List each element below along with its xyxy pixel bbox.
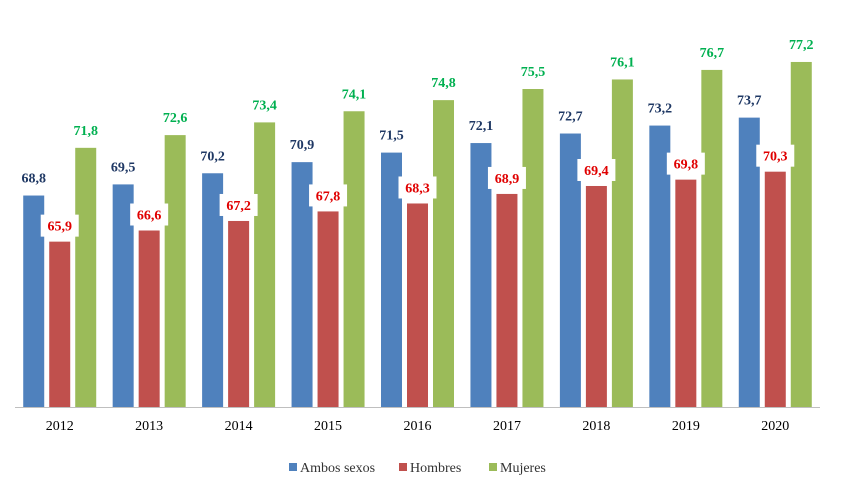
legend-swatch	[289, 463, 297, 471]
data-label: 71,8	[73, 124, 98, 139]
bar-2-2020	[790, 61, 812, 407]
bar-2-2016	[433, 100, 454, 407]
x-tick-label: 2020	[761, 419, 789, 434]
data-label: 74,8	[431, 76, 456, 91]
data-label: 65,9	[47, 220, 72, 235]
bar-2-2019	[701, 69, 723, 408]
legend-label: Hombres	[410, 461, 461, 476]
x-tick-label: 2015	[314, 419, 342, 434]
data-labels: 68,8 65,9 71,8 69,5 66,6 72,6 70,2 67,2 73,4 70,9…	[21, 38, 814, 237]
x-tick-label: 2017	[493, 419, 521, 434]
bar-2-2018	[611, 79, 633, 408]
data-label: 70,3	[763, 150, 788, 165]
legend: Ambos sexos Hombres Mujeres	[289, 461, 546, 476]
bar-0-2020	[738, 117, 760, 408]
x-tick-label: 2016	[404, 419, 432, 434]
legend-swatch	[399, 463, 407, 471]
data-label: 68,8	[21, 172, 46, 187]
bar-1-2017	[496, 193, 518, 407]
bar-0-2017	[470, 143, 492, 407]
data-label: 67,2	[226, 199, 251, 214]
data-label: 76,7	[700, 46, 725, 61]
bar-0-2015	[291, 162, 313, 407]
label-background	[666, 152, 705, 175]
data-label: 72,6	[163, 111, 188, 126]
bar-1-2013	[138, 230, 160, 407]
bar-2-2014	[254, 122, 276, 407]
bars-layer	[23, 61, 812, 408]
data-label: 69,8	[674, 158, 699, 173]
x-tick-label: 2019	[672, 419, 700, 434]
bar-1-2020	[764, 171, 786, 407]
data-label: 72,1	[469, 119, 494, 134]
data-label: 74,1	[342, 87, 367, 102]
data-label: 76,1	[610, 55, 635, 70]
bar-1-2015	[317, 211, 339, 407]
bar-0-2014	[202, 173, 224, 407]
bar-1-2014	[228, 220, 250, 407]
label-background	[130, 203, 169, 226]
data-label: 66,6	[137, 209, 162, 224]
label-background	[577, 158, 616, 181]
x-tick-label: 2013	[135, 419, 163, 434]
bar-0-2012	[23, 195, 45, 407]
data-label: 69,4	[584, 164, 609, 179]
data-label: 68,3	[405, 181, 430, 196]
data-label: 73,7	[737, 94, 762, 109]
data-label: 77,2	[789, 38, 814, 53]
bar-2-2013	[164, 135, 186, 408]
label-background	[309, 184, 348, 207]
bar-0-2013	[112, 184, 134, 407]
bar-0-2019	[649, 125, 671, 407]
data-label: 69,5	[111, 160, 136, 175]
label-background	[756, 144, 795, 167]
bar-0-2018	[559, 133, 581, 407]
data-label: 73,4	[252, 98, 277, 113]
x-tick-labels: 2012 2013 2014 2015 2016 2017 2018 2019 2020	[46, 419, 790, 434]
data-label: 73,2	[648, 102, 673, 117]
bar-1-2019	[675, 179, 697, 407]
label-background	[487, 166, 526, 189]
data-label: 70,2	[200, 149, 225, 164]
x-tick-label: 2018	[582, 419, 610, 434]
data-label: 70,9	[290, 138, 315, 153]
bar-1-2016	[407, 203, 428, 407]
data-label: 72,7	[558, 110, 583, 125]
label-background	[40, 214, 79, 237]
data-label: 71,5	[379, 129, 404, 144]
x-tick-label: 2012	[46, 419, 74, 434]
bar-2-2015	[343, 111, 365, 407]
bar-2-2017	[522, 89, 544, 407]
data-label: 75,5	[521, 65, 546, 80]
x-tick-label: 2014	[225, 419, 253, 434]
label-background	[219, 193, 258, 216]
data-label: 68,9	[495, 172, 520, 187]
data-label: 67,8	[316, 189, 341, 204]
bar-1-2012	[49, 241, 71, 407]
bar-2-2012	[75, 147, 97, 407]
legend-swatch	[489, 463, 497, 471]
bar-1-2018	[585, 185, 607, 407]
bar-0-2016	[381, 152, 402, 407]
legend-label: Ambos sexos	[300, 461, 375, 476]
label-background	[398, 176, 437, 199]
legend-label: Mujeres	[500, 461, 546, 476]
